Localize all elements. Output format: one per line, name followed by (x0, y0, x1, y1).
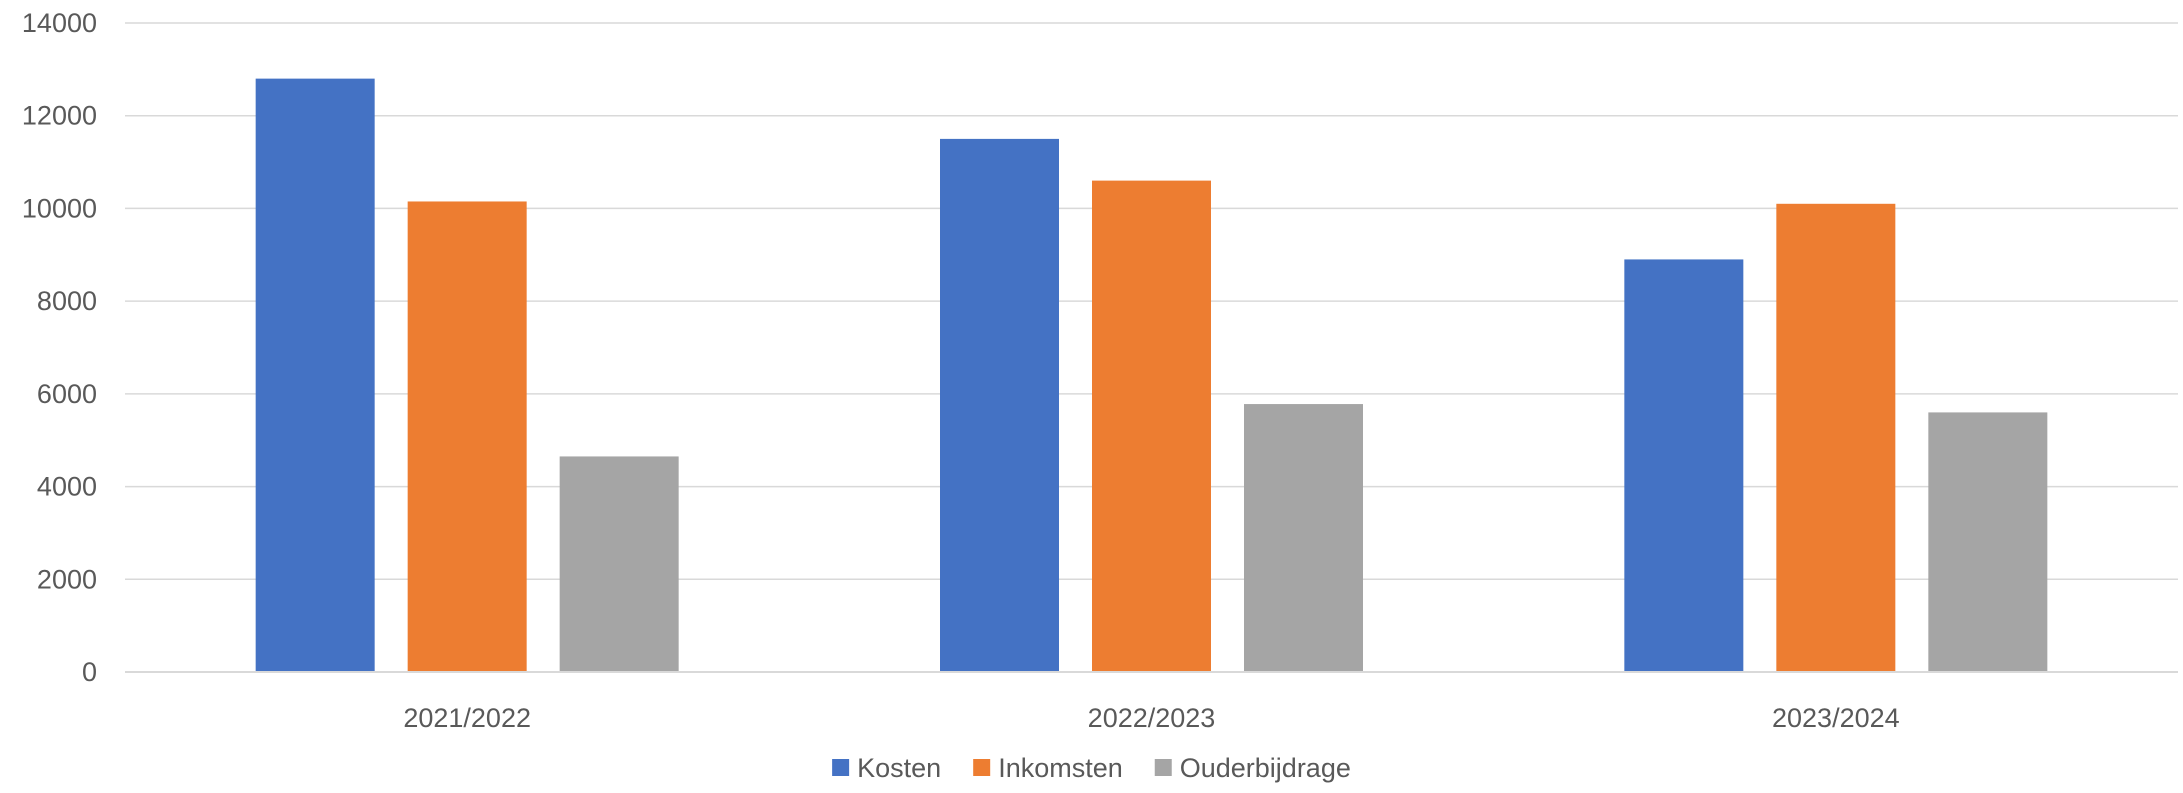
y-axis-tick-labels: 0 2000 4000 6000 8000 10000 12000 14000 (22, 8, 97, 687)
legend: Kosten Inkomsten Ouderbijdrage (832, 753, 1351, 783)
y-tick-label: 10000 (22, 193, 97, 223)
legend-label-kosten: Kosten (857, 753, 941, 783)
bar-ouderbijdrage-2021-2022 (559, 456, 679, 672)
bar-kosten-2022-2023 (940, 138, 1059, 673)
y-tick-label: 8000 (37, 286, 97, 316)
bar-kosten-2021-2022 (255, 78, 375, 673)
y-tick-label: 6000 (37, 379, 97, 409)
y-tick-label: 4000 (37, 472, 97, 502)
bars (255, 78, 2048, 673)
bar-kosten-2023-2024 (1624, 259, 1744, 672)
legend-swatch-kosten (832, 759, 850, 776)
x-category-label: 2021/2022 (403, 703, 531, 733)
legend-label-inkomsten: Inkomsten (998, 753, 1123, 783)
x-category-label: 2022/2023 (1088, 703, 1216, 733)
x-category-label: 2023/2024 (1772, 703, 1900, 733)
y-tick-label: 14000 (22, 8, 97, 38)
y-tick-label: 0 (82, 657, 97, 687)
bar-inkomsten-2023-2024 (1776, 203, 1896, 673)
y-tick-label: 2000 (37, 564, 97, 594)
bar-inkomsten-2021-2022 (407, 201, 527, 672)
y-tick-label: 12000 (22, 101, 97, 131)
bar-ouderbijdrage-2022-2023 (1244, 404, 1363, 672)
legend-label-ouderbijdrage: Ouderbijdrage (1180, 753, 1351, 783)
legend-swatch-inkomsten (973, 759, 991, 776)
legend-swatch-ouderbijdrage (1154, 759, 1172, 776)
bar-ouderbijdrage-2023-2024 (1928, 412, 2048, 672)
bar-inkomsten-2022-2023 (1092, 180, 1211, 672)
x-axis: 2021/2022 2022/2023 2023/2024 (125, 671, 2178, 733)
